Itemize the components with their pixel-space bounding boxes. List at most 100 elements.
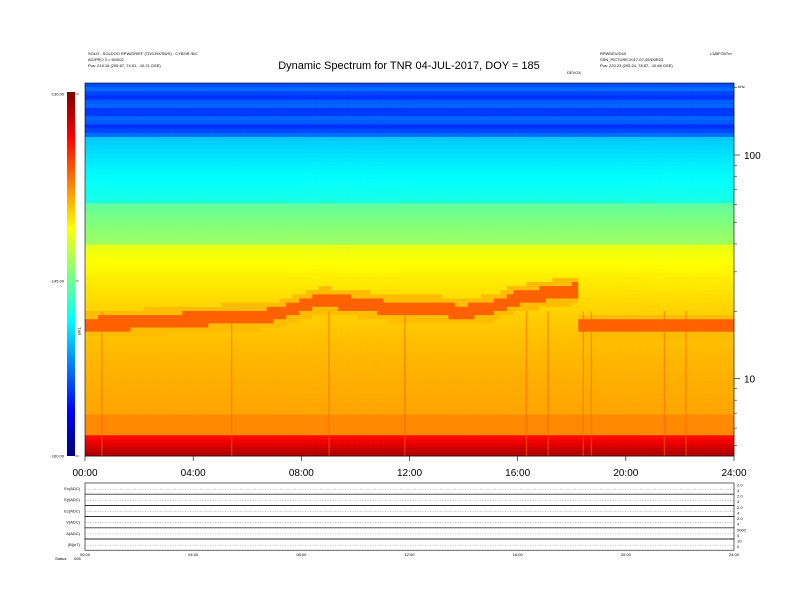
spectrogram-cell <box>208 182 216 188</box>
spectrogram-cell <box>415 302 423 308</box>
spectrogram-cell <box>91 422 99 428</box>
spectrogram-cell <box>136 377 144 382</box>
spectrogram-cell <box>201 339 209 345</box>
spectrogram-cell <box>149 203 157 208</box>
spectrogram-cell <box>227 281 235 287</box>
spectrogram-cell <box>182 83 190 88</box>
spectrogram-cell <box>188 219 196 225</box>
spectrogram-cell <box>312 373 319 378</box>
spectrogram-cell <box>357 393 365 399</box>
spectrogram-cell <box>201 439 209 444</box>
spectrogram-cell <box>299 431 306 436</box>
spectrogram-cell <box>110 302 118 308</box>
spectrogram-cell <box>305 277 313 283</box>
spectrogram-cell <box>344 277 352 283</box>
spectrogram-cell <box>214 244 222 250</box>
spectrogram-cell <box>169 116 177 121</box>
spectrogram-cell <box>182 431 190 436</box>
spectrogram-cell <box>208 203 216 208</box>
spectrogram-cell <box>390 174 397 179</box>
spectrogram-cell <box>435 153 443 158</box>
spectrogram-cell <box>331 426 339 432</box>
spectrogram-cell <box>214 397 222 403</box>
spectrogram-cell <box>110 116 118 121</box>
spectrogram-cell <box>104 315 112 320</box>
spectrogram-cell <box>240 368 248 374</box>
spectrogram-cell <box>110 211 118 217</box>
spectrogram-cell <box>240 422 248 428</box>
spectrogram-cell <box>169 443 177 449</box>
spectrogram-cell <box>292 339 300 345</box>
spectrogram-cell <box>422 103 430 109</box>
spectrogram-cell <box>331 236 339 241</box>
spectrogram-cell <box>143 381 151 386</box>
spectrogram-cell <box>182 294 190 299</box>
spectrogram-cell <box>97 294 105 299</box>
spectrogram-cell <box>201 377 209 382</box>
spectrogram-cell <box>91 310 99 316</box>
spectrogram-cell <box>149 95 157 100</box>
spectrogram-cell <box>279 265 287 270</box>
spectrogram-cell <box>428 232 436 237</box>
spectrogram-cell <box>136 248 144 254</box>
spectrogram-cell <box>370 277 378 283</box>
spectrogram-cell <box>312 190 319 196</box>
spectrogram-cell <box>312 145 319 150</box>
spectrogram-cell <box>292 422 300 428</box>
spectrogram-cell <box>104 232 112 237</box>
spectrogram-cell <box>175 356 183 362</box>
spectrogram-cell <box>286 435 293 440</box>
spectrogram-cell <box>305 364 313 370</box>
spectrogram-cell <box>149 435 157 440</box>
spectrogram-cell <box>377 389 384 395</box>
spectrogram-cell <box>344 203 352 208</box>
spectrogram-cell <box>169 91 177 96</box>
spectrogram-cell <box>415 223 423 229</box>
spectrogram-cell <box>175 426 183 432</box>
spectrogram-cell <box>214 393 222 399</box>
spectrogram-cell <box>214 136 222 142</box>
spectrogram-cell <box>227 186 235 192</box>
spectrogram-cell <box>110 360 118 366</box>
spectrogram-cell <box>415 451 423 457</box>
spectrogram-cell <box>273 178 280 183</box>
spectrogram-cell <box>415 397 423 403</box>
spectrogram-cell <box>286 161 293 167</box>
spectrogram-cell <box>364 257 371 262</box>
spectrogram-cell <box>97 286 105 291</box>
spectrogram-cell <box>428 431 436 436</box>
spectrogram-cell <box>123 286 131 291</box>
spectrogram-cell <box>117 112 125 117</box>
spectrogram-cell <box>253 252 261 258</box>
spectrogram-cell <box>305 219 313 225</box>
spectrogram-cell <box>318 87 326 92</box>
spectrogram-cell <box>85 389 92 395</box>
spectrogram-cell <box>338 95 345 100</box>
spectrogram-cell <box>428 257 436 262</box>
spectrogram-cell <box>364 451 371 457</box>
spectrogram-cell <box>123 306 131 312</box>
spectrogram-cell <box>305 141 313 146</box>
spectrogram-cell <box>422 116 430 121</box>
spectrogram-cell <box>175 228 183 233</box>
spectrogram-cell <box>331 95 339 100</box>
spectrogram-cell <box>273 286 280 291</box>
spectrogram-cell <box>312 414 319 420</box>
spectrogram-cell <box>123 257 131 262</box>
spectrogram-cell <box>91 319 99 324</box>
spectrogram-cell <box>396 99 404 105</box>
spectrogram-cell <box>130 132 138 138</box>
spectrogram-cell <box>415 161 423 167</box>
spectrogram-cell <box>286 141 293 146</box>
spectrogram-cell <box>409 339 417 345</box>
spectrogram-cell <box>435 203 443 208</box>
spectrogram-cell <box>305 265 313 270</box>
spectrogram-cell <box>357 435 365 440</box>
spectrogram-cell <box>403 107 410 113</box>
spectrogram-cell <box>136 286 144 291</box>
spectrogram-cell <box>130 83 138 88</box>
spectrogram-cell <box>415 182 423 188</box>
spectrogram-cell <box>286 281 293 287</box>
spectrogram-cell <box>201 298 209 304</box>
spectrogram-cell <box>91 149 99 154</box>
